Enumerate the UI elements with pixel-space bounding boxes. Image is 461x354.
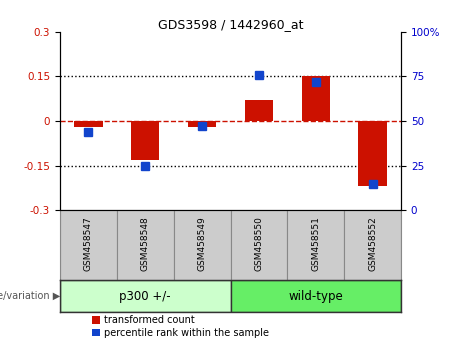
Bar [117, 210, 174, 280]
Text: wild-type: wild-type [289, 290, 343, 303]
Text: p300 +/-: p300 +/- [119, 290, 171, 303]
Bar [174, 210, 230, 280]
Bar [344, 210, 401, 280]
Bar [358, 121, 387, 187]
Bar [287, 210, 344, 280]
Text: GSM458552: GSM458552 [368, 216, 377, 271]
Bar [188, 121, 216, 127]
Text: GSM458551: GSM458551 [311, 216, 320, 271]
Text: genotype/variation ▶: genotype/variation ▶ [0, 291, 60, 301]
Bar [230, 280, 401, 312]
Bar [301, 76, 330, 121]
Text: GSM458549: GSM458549 [198, 216, 207, 271]
Bar [74, 121, 102, 127]
Legend: transformed count, percentile rank within the sample: transformed count, percentile rank withi… [92, 315, 269, 338]
Bar [60, 210, 117, 280]
Text: GSM458550: GSM458550 [254, 216, 263, 271]
Bar [230, 210, 287, 280]
Text: GSM458548: GSM458548 [141, 216, 150, 271]
Title: GDS3598 / 1442960_at: GDS3598 / 1442960_at [158, 18, 303, 31]
Bar [245, 100, 273, 121]
Bar [131, 121, 160, 160]
Bar [60, 280, 230, 312]
Text: GSM458547: GSM458547 [84, 216, 93, 271]
